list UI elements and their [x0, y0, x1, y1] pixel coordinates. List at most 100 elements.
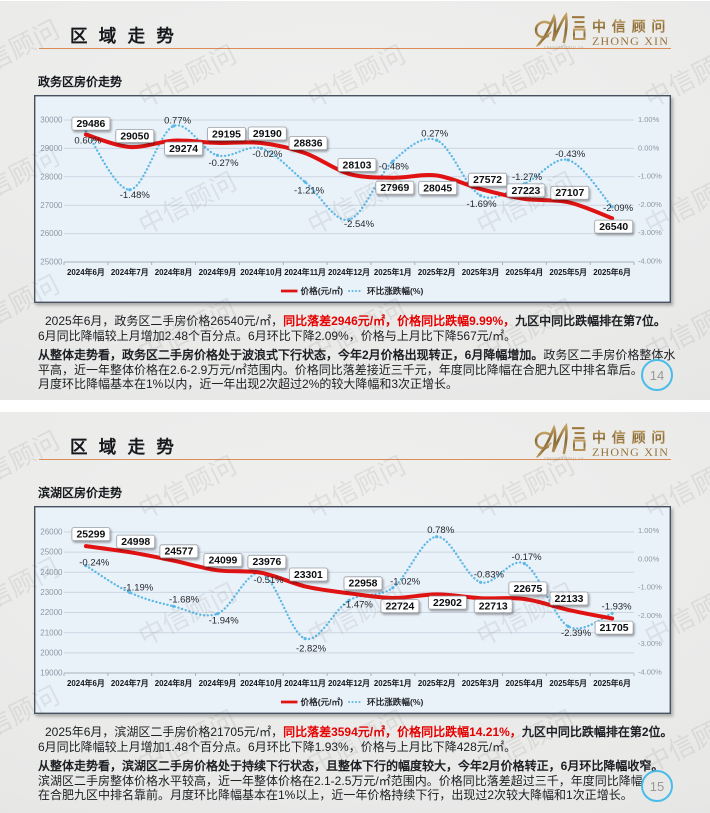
svg-text:29486: 29486: [76, 119, 105, 130]
svg-text:21705: 21705: [600, 623, 629, 634]
svg-text:c h e n g s h i z h i j i . c: c h e n g s h i z h i j i . c n: [544, 457, 583, 461]
svg-text:24099: 24099: [208, 555, 237, 566]
svg-text:28000: 28000: [40, 172, 63, 181]
svg-text:24998: 24998: [121, 537, 150, 548]
svg-text:20000: 20000: [40, 648, 63, 657]
svg-text:27107: 27107: [555, 188, 584, 199]
svg-text:0.60%: 0.60%: [74, 135, 101, 146]
svg-text:2024年6月: 2024年6月: [67, 267, 105, 277]
svg-text:2025年1月: 2025年1月: [374, 267, 412, 277]
svg-text:19000: 19000: [40, 669, 63, 678]
svg-text:-1.93%: -1.93%: [602, 602, 633, 613]
svg-text:-2.39%: -2.39%: [561, 628, 592, 639]
svg-text:-1.47%: -1.47%: [343, 599, 374, 610]
svg-text:1.00%: 1.00%: [638, 115, 660, 124]
svg-text:ZHONG XIN: ZHONG XIN: [592, 445, 669, 459]
svg-text:27969: 27969: [380, 183, 409, 194]
svg-text:0.27%: 0.27%: [421, 129, 448, 140]
svg-text:29195: 29195: [212, 129, 241, 140]
svg-text:环比涨跌幅(%): 环比涨跌幅(%): [367, 285, 423, 296]
svg-text:28836: 28836: [294, 138, 323, 149]
svg-text:-1.48%: -1.48%: [120, 190, 151, 201]
svg-text:2024年10月: 2024年10月: [240, 267, 282, 277]
svg-text:22675: 22675: [513, 584, 542, 595]
svg-text:25299: 25299: [76, 529, 105, 540]
svg-text:-1.19%: -1.19%: [123, 582, 154, 593]
svg-text:26000: 26000: [40, 528, 63, 537]
svg-text:中信顾问: 中信顾问: [592, 19, 671, 35]
svg-text:-1.21%: -1.21%: [294, 186, 325, 197]
svg-text:0.00%: 0.00%: [638, 143, 660, 152]
svg-text:-0.24%: -0.24%: [79, 558, 110, 569]
svg-text:2024年10月: 2024年10月: [240, 678, 282, 688]
svg-text:29274: 29274: [169, 144, 198, 155]
svg-text:1.00%: 1.00%: [638, 526, 660, 535]
svg-text:-1.69%: -1.69%: [467, 199, 498, 210]
svg-text:-1.00%: -1.00%: [638, 172, 662, 181]
svg-text:26000: 26000: [40, 229, 63, 238]
svg-text:2025年6月: 2025年6月: [593, 267, 631, 277]
svg-text:-0.27%: -0.27%: [208, 158, 239, 169]
svg-text:-0.51%: -0.51%: [254, 575, 285, 586]
svg-text:-2.00%: -2.00%: [638, 200, 662, 209]
svg-text:2025年4月: 2025年4月: [506, 678, 544, 688]
svg-text:-0.48%: -0.48%: [379, 161, 410, 172]
svg-text:价格(元/㎡): 价格(元/㎡): [301, 285, 344, 296]
svg-text:2025年3月: 2025年3月: [462, 267, 500, 277]
svg-text:2025年4月: 2025年4月: [506, 267, 544, 277]
svg-text:-0.83%: -0.83%: [474, 570, 505, 581]
svg-text:0.77%: 0.77%: [164, 115, 191, 126]
svg-text:0.00%: 0.00%: [638, 554, 660, 563]
svg-text:21000: 21000: [40, 628, 63, 637]
svg-text:2024年11月: 2024年11月: [284, 678, 326, 688]
svg-text:-4.00%: -4.00%: [638, 256, 662, 265]
svg-text:2025年1月: 2025年1月: [374, 678, 412, 688]
svg-text:-2.54%: -2.54%: [344, 219, 375, 230]
svg-text:22713: 22713: [479, 601, 508, 612]
svg-text:价格(元/㎡): 价格(元/㎡): [301, 696, 344, 707]
svg-text:29050: 29050: [120, 131, 149, 142]
svg-text:-3.00%: -3.00%: [638, 228, 662, 237]
svg-text:25000: 25000: [40, 258, 63, 267]
svg-text:28103: 28103: [343, 160, 372, 171]
svg-text:27000: 27000: [40, 201, 63, 210]
svg-text:2024年6月: 2024年6月: [67, 678, 105, 688]
svg-text:-1.02%: -1.02%: [390, 577, 421, 588]
svg-text:22724: 22724: [385, 601, 414, 612]
svg-text:中信顾问: 中信顾问: [592, 430, 671, 446]
svg-text:2024年9月: 2024年9月: [199, 267, 237, 277]
svg-text:2024年9月: 2024年9月: [199, 678, 237, 688]
svg-text:2025年2月: 2025年2月: [418, 678, 456, 688]
svg-text:c h e n g s h i z h i j i . c: c h e n g s h i z h i j i . c n: [544, 46, 583, 50]
svg-text:2025年5月: 2025年5月: [549, 267, 587, 277]
svg-text:29190: 29190: [253, 129, 282, 140]
svg-text:2024年7月: 2024年7月: [111, 678, 149, 688]
svg-text:23301: 23301: [294, 570, 323, 581]
svg-text:2024年8月: 2024年8月: [155, 267, 193, 277]
svg-text:-0.02%: -0.02%: [252, 149, 283, 160]
svg-text:2024年8月: 2024年8月: [155, 678, 193, 688]
svg-text:22958: 22958: [349, 579, 378, 590]
svg-text:23000: 23000: [40, 588, 63, 597]
svg-text:29000: 29000: [40, 144, 63, 153]
svg-text:ZHONG XIN: ZHONG XIN: [592, 34, 669, 48]
svg-text:2025年2月: 2025年2月: [418, 267, 456, 277]
svg-text:30000: 30000: [40, 116, 63, 125]
svg-text:28045: 28045: [423, 183, 452, 194]
svg-text:2024年12月: 2024年12月: [328, 678, 370, 688]
svg-text:22133: 22133: [555, 594, 584, 605]
svg-text:-3.00%: -3.00%: [638, 639, 662, 648]
svg-text:22902: 22902: [433, 598, 462, 609]
svg-text:环比涨跌幅(%): 环比涨跌幅(%): [367, 696, 423, 707]
svg-text:2025年6月: 2025年6月: [593, 678, 631, 688]
svg-text:-2.09%: -2.09%: [603, 203, 634, 214]
svg-text:23976: 23976: [252, 557, 281, 568]
svg-text:2024年12月: 2024年12月: [328, 267, 370, 277]
svg-text:-2.82%: -2.82%: [296, 644, 327, 655]
svg-text:2024年7月: 2024年7月: [111, 267, 149, 277]
svg-text:2024年11月: 2024年11月: [284, 267, 326, 277]
svg-text:26540: 26540: [599, 222, 628, 233]
svg-text:-1.94%: -1.94%: [209, 616, 240, 627]
svg-text:27572: 27572: [473, 175, 502, 186]
svg-text:27223: 27223: [511, 186, 540, 197]
